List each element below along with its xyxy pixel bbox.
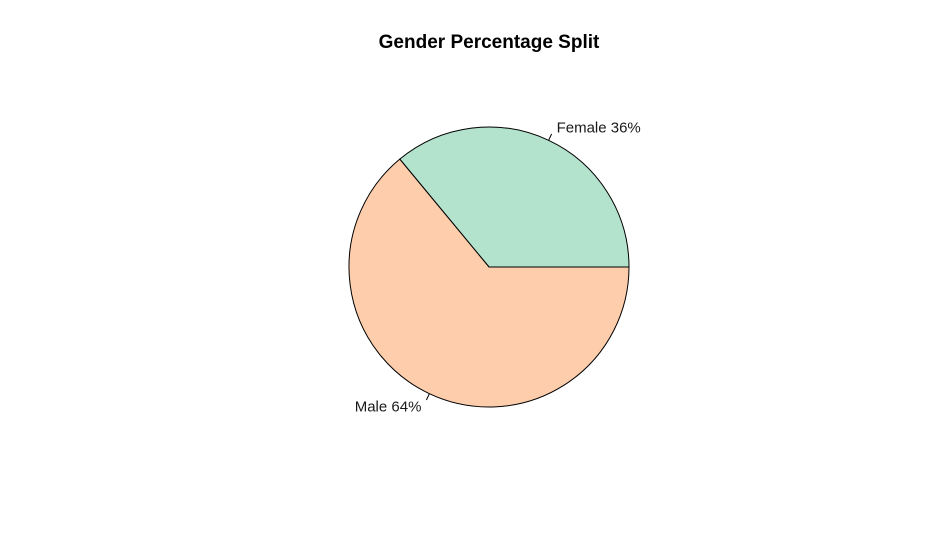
leader-line-male <box>425 393 430 401</box>
pie-slice-female <box>399 126 630 268</box>
leader-line-female <box>548 133 553 141</box>
pie-slices <box>348 126 630 408</box>
pie-labels: Female 36% Male 64% <box>355 120 641 416</box>
chart-title: Gender Percentage Split <box>379 32 600 53</box>
slice-label-male: Male 64% <box>355 398 422 415</box>
slice-label-female: Female 36% <box>557 120 641 137</box>
